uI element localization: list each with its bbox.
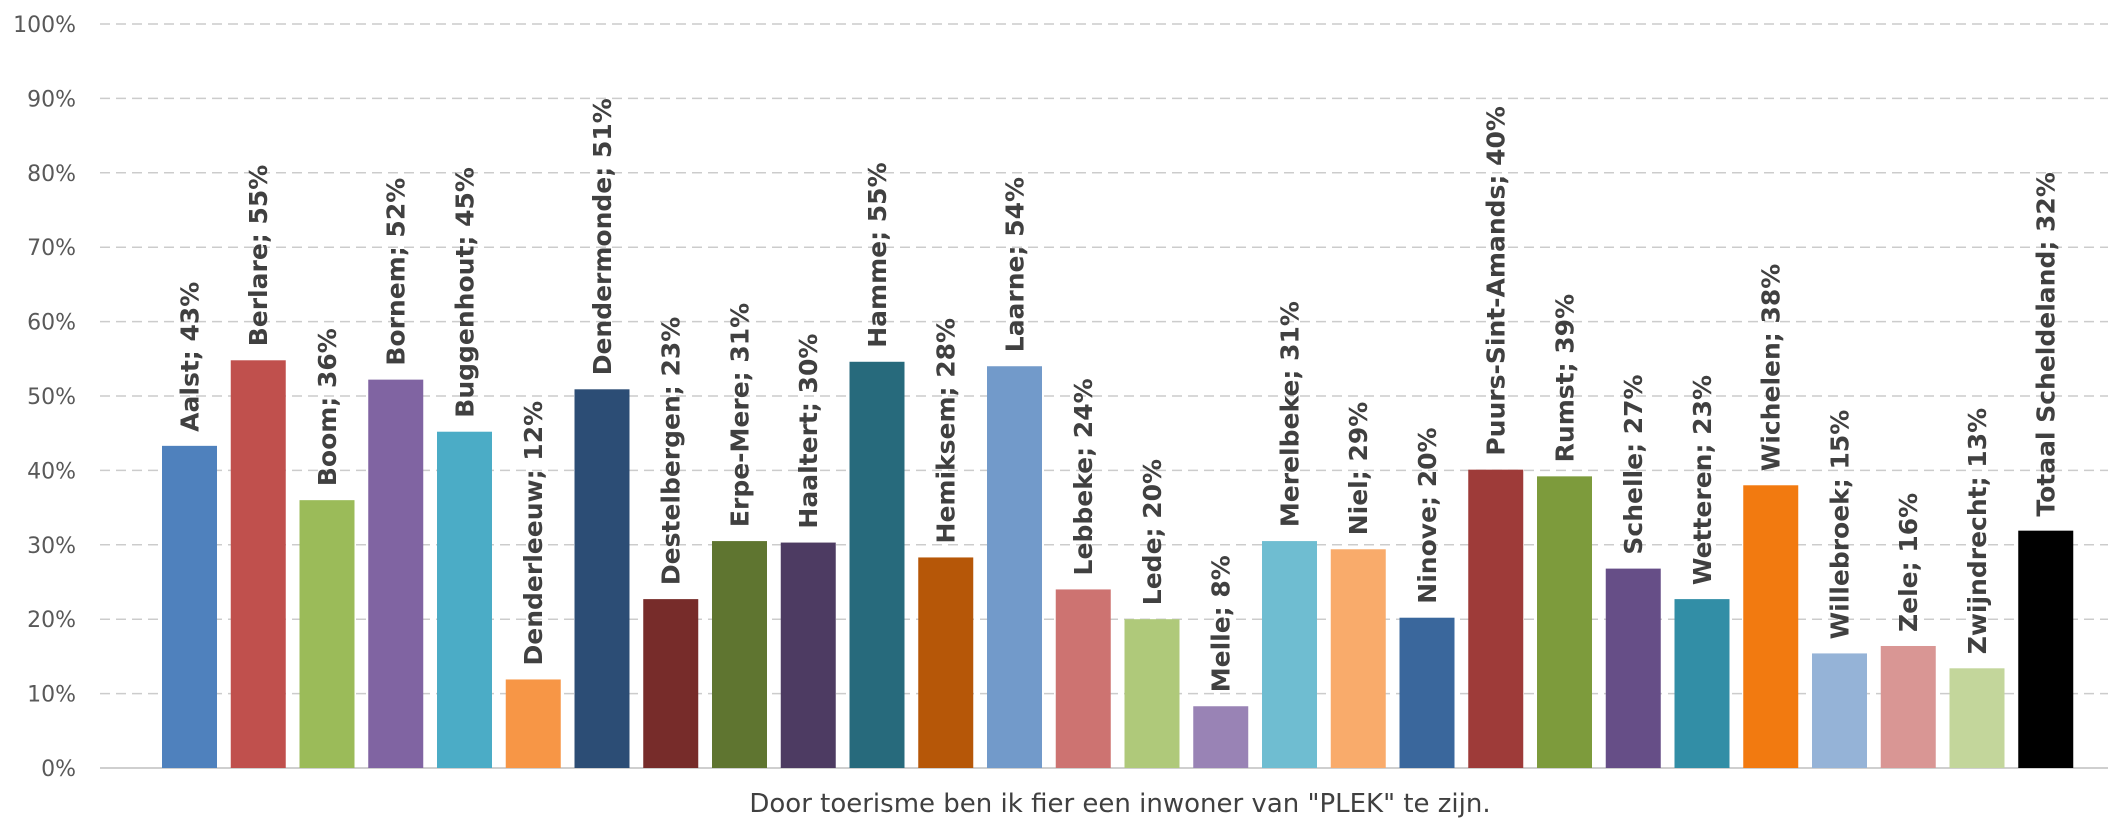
bar-lede xyxy=(1124,619,1180,768)
x-axis-title: Door toerisme ben ik fier een inwoner va… xyxy=(749,789,1490,819)
data-label: Wetteren; 23% xyxy=(1688,375,1717,585)
bar-bornem xyxy=(368,379,424,768)
bar-wichelen xyxy=(1743,485,1799,768)
data-label: Merelbeke; 31% xyxy=(1276,301,1305,527)
y-tick-label: 90% xyxy=(27,87,76,112)
bar-haaltert xyxy=(780,542,836,768)
y-tick-label: 20% xyxy=(27,608,76,633)
bar-rumst xyxy=(1537,476,1592,768)
data-label: Hamme; 55% xyxy=(863,162,892,347)
data-label: Boom; 36% xyxy=(313,328,342,486)
bar-puurs-sint-amands xyxy=(1468,469,1524,768)
data-label: Schelle; 27% xyxy=(1619,374,1648,554)
data-label: Denderleeuw; 12% xyxy=(519,401,548,666)
bar-erpe-mere xyxy=(712,541,767,768)
bar-laarne xyxy=(987,366,1042,768)
bar-zwijndrecht xyxy=(1949,668,2005,768)
bar-niel xyxy=(1330,549,1386,768)
data-label: Erpe-Mere; 31% xyxy=(726,303,755,527)
data-label: Berlare; 55% xyxy=(244,165,273,347)
data-label: Bornem; 52% xyxy=(382,178,411,366)
bar-wetteren xyxy=(1674,599,1730,768)
bar-schelle xyxy=(1605,568,1661,768)
bar-zele xyxy=(1880,645,1936,768)
bar-buggenhout xyxy=(437,431,492,768)
data-label: Rumst; 39% xyxy=(1551,294,1580,462)
bar-dendermonde xyxy=(574,389,630,768)
data-label: Zele; 16% xyxy=(1894,493,1923,632)
data-label: Hemiksem; 28% xyxy=(932,318,961,544)
data-label: Willebroek; 15% xyxy=(1826,410,1855,640)
data-label: Niel; 29% xyxy=(1344,402,1373,536)
data-label: Laarne; 54% xyxy=(1001,177,1030,352)
y-tick-label: 70% xyxy=(27,236,76,261)
bar-lebbeke xyxy=(1055,589,1111,768)
bar-willebroek xyxy=(1812,653,1867,768)
data-label: Zwijndrecht; 13% xyxy=(1963,408,1992,654)
data-label: Buggenhout; 45% xyxy=(451,167,480,418)
bar-denderleeuw xyxy=(505,679,561,768)
bar-hamme xyxy=(849,361,905,768)
y-tick-label: 60% xyxy=(27,311,76,336)
bar-hemiksem xyxy=(918,557,974,768)
bar-berlare xyxy=(230,360,286,768)
y-tick-label: 100% xyxy=(13,13,76,38)
y-tick-label: 30% xyxy=(27,534,76,559)
data-label: Lebbeke; 24% xyxy=(1069,378,1098,575)
y-tick-label: 50% xyxy=(27,385,76,410)
bar-destelbergen xyxy=(643,599,699,768)
data-label: Wichelen; 38% xyxy=(1757,264,1786,472)
data-label: Dendermonde; 51% xyxy=(588,98,617,375)
bar-boom xyxy=(299,500,355,768)
data-label: Melle; 8% xyxy=(1207,555,1236,692)
y-tick-label: 40% xyxy=(27,459,76,484)
data-label: Aalst; 43% xyxy=(176,282,205,432)
bar-ninove xyxy=(1399,617,1455,768)
y-tick-label: 10% xyxy=(27,683,76,708)
bar-totaal-scheldeland xyxy=(2018,530,2074,768)
y-axis-ticks: 0% 10% 20% 30% 40% 50% 60% 70% 80% 90% 100% xyxy=(13,13,76,782)
bars xyxy=(162,360,2074,768)
y-tick-label: 80% xyxy=(27,162,76,187)
bar-melle xyxy=(1193,706,1249,768)
y-tick-label: 0% xyxy=(41,757,76,782)
bar-aalst xyxy=(162,445,217,768)
bar-merelbeke xyxy=(1262,541,1317,768)
data-label: Ninove; 20% xyxy=(1413,427,1442,603)
data-label: Destelbergen; 23% xyxy=(657,317,686,585)
data-label: Lede; 20% xyxy=(1138,459,1167,605)
data-label: Puurs-Sint-Amands; 40% xyxy=(1482,106,1511,456)
data-label: Totaal Scheldeland; 32% xyxy=(2032,172,2061,517)
data-label: Haaltert; 30% xyxy=(794,334,823,529)
data-labels: Aalst; 43% Berlare; 55% Boom; 36% Bornem; 5… xyxy=(176,98,2061,692)
